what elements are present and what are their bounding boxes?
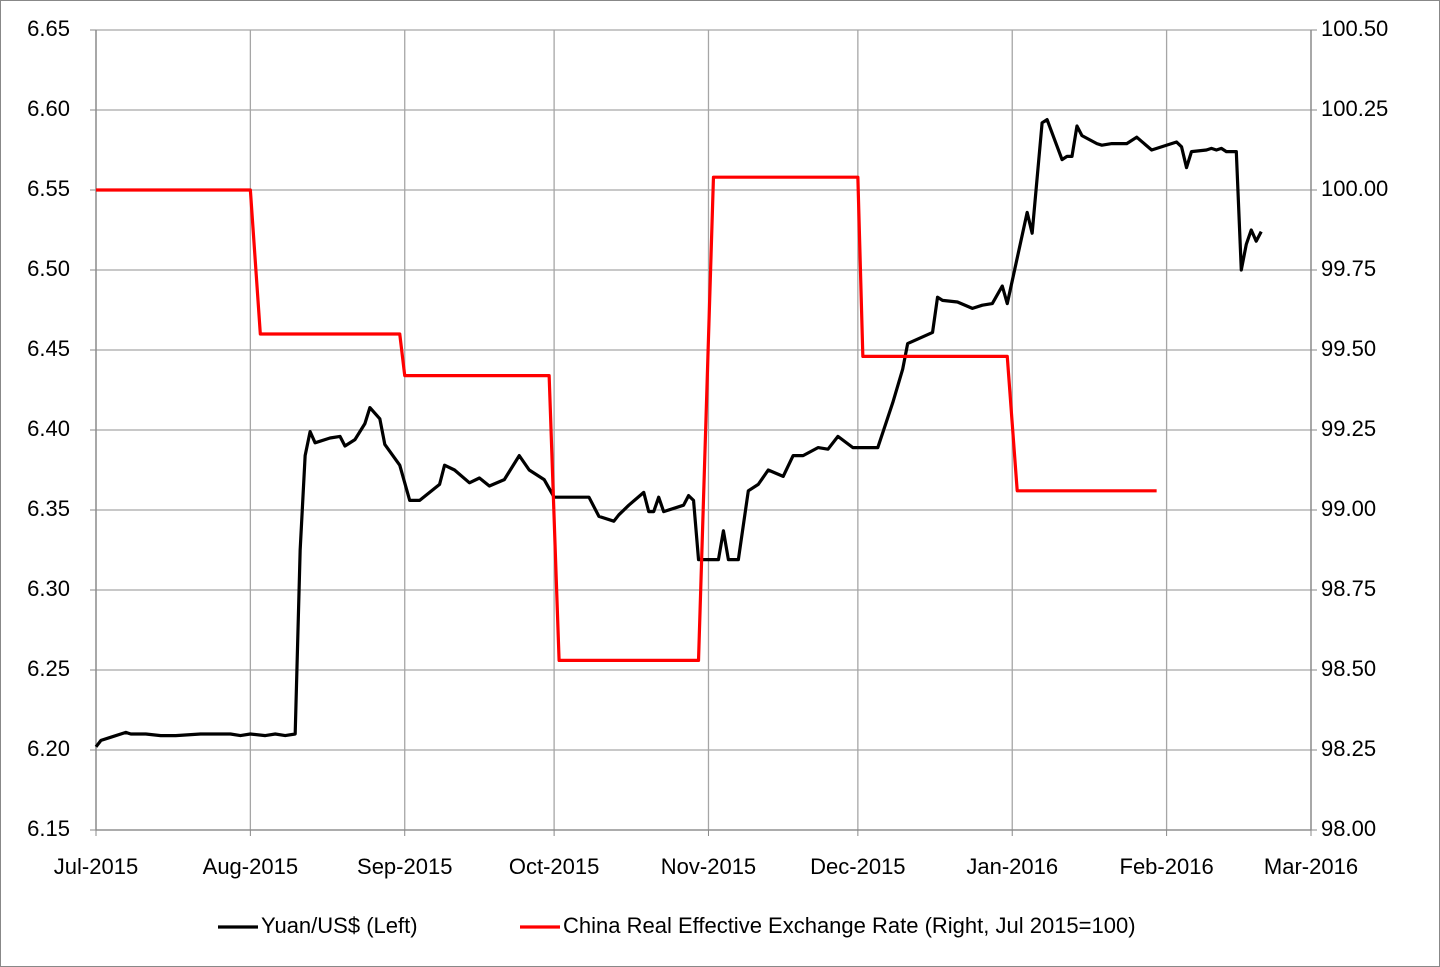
- y2-tick-label: 98.75: [1321, 576, 1376, 601]
- y-tick-label: 6.65: [27, 16, 70, 41]
- y-tick-label: 6.60: [27, 96, 70, 121]
- y-tick-label: 6.30: [27, 576, 70, 601]
- y2-tick-label: 100.00: [1321, 176, 1388, 201]
- x-tick-label: Nov-2015: [661, 854, 756, 879]
- y2-tick-label: 98.25: [1321, 736, 1376, 761]
- y2-tick-label: 98.50: [1321, 656, 1376, 681]
- x-tick-label: Jan-2016: [966, 854, 1058, 879]
- y-tick-label: 6.45: [27, 336, 70, 361]
- y-tick-label: 6.35: [27, 496, 70, 521]
- y-tick-label: 6.50: [27, 256, 70, 281]
- x-tick-label: Oct-2015: [509, 854, 600, 879]
- y2-tick-label: 99.25: [1321, 416, 1376, 441]
- x-tick-label: Aug-2015: [203, 854, 298, 879]
- x-tick-label: Feb-2016: [1120, 854, 1214, 879]
- x-tick-label: Jul-2015: [54, 854, 138, 879]
- y-tick-label: 6.25: [27, 656, 70, 681]
- y2-tick-label: 99.00: [1321, 496, 1376, 521]
- y2-tick-label: 99.50: [1321, 336, 1376, 361]
- x-tick-label: Mar-2016: [1264, 854, 1358, 879]
- y-tick-label: 6.15: [27, 816, 70, 841]
- y2-tick-label: 98.00: [1321, 816, 1376, 841]
- series-line: [96, 175, 1157, 662]
- y-tick-label: 6.55: [27, 176, 70, 201]
- legend-label: Yuan/US$ (Left): [261, 913, 418, 938]
- series-line: [94, 118, 1263, 748]
- y-tick-label: 6.20: [27, 736, 70, 761]
- y2-tick-label: 99.75: [1321, 256, 1376, 281]
- y2-tick-label: 100.50: [1321, 16, 1388, 41]
- x-tick-label: Sep-2015: [357, 854, 452, 879]
- y2-tick-label: 100.25: [1321, 96, 1388, 121]
- y-tick-label: 6.40: [27, 416, 70, 441]
- x-tick-label: Dec-2015: [810, 854, 905, 879]
- legend-label: China Real Effective Exchange Rate (Righ…: [563, 913, 1136, 938]
